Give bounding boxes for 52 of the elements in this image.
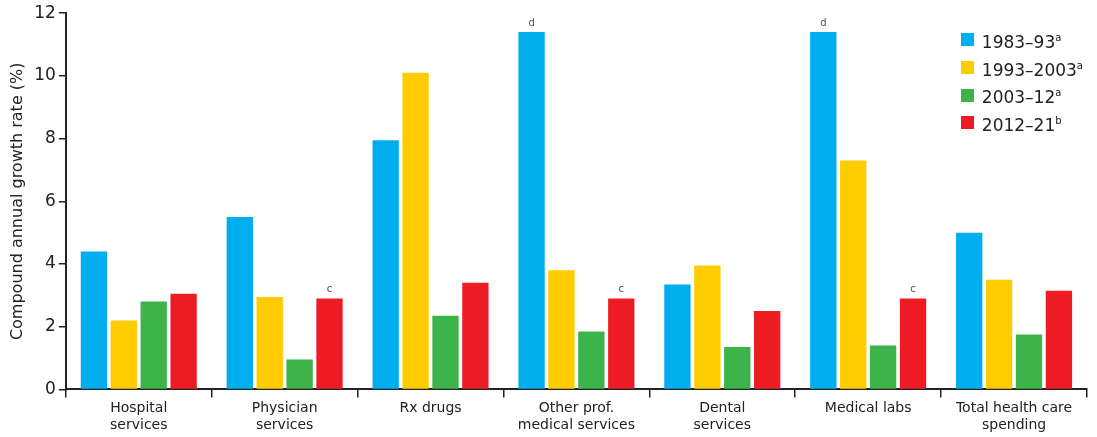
- y-tick-label: 4: [45, 252, 56, 273]
- legend-label: 1993–2003$^{a}$: [981, 58, 1083, 82]
- bar: [608, 298, 635, 389]
- bar: [316, 298, 343, 389]
- data-label: d: [528, 16, 535, 28]
- bar: [664, 284, 691, 389]
- data-label: d: [820, 16, 827, 28]
- bar: [462, 282, 489, 389]
- bar: [840, 160, 867, 389]
- legend-label: 2012–21$^{b}$: [981, 113, 1062, 137]
- data-label: c: [910, 283, 916, 295]
- bar: [372, 140, 399, 389]
- bar: [80, 251, 108, 389]
- y-tick-label: 8: [45, 127, 56, 148]
- data-label: c: [618, 283, 625, 295]
- y-tick-label: 6: [45, 189, 56, 210]
- y-tick-label: 12: [34, 1, 56, 22]
- bar: [286, 359, 313, 389]
- bar: [899, 298, 927, 389]
- bar: [869, 345, 897, 389]
- x-tick-label: Total health care spending: [954, 399, 1073, 433]
- y-tick-label: 0: [45, 377, 56, 398]
- bar: [432, 315, 459, 389]
- bar: [956, 232, 983, 389]
- bar: [754, 311, 781, 389]
- bar: [810, 32, 837, 389]
- bar: [1045, 290, 1073, 389]
- bar: [578, 331, 605, 389]
- legend-label: 2003–12$^{a}$: [981, 85, 1062, 109]
- bar: [170, 293, 197, 389]
- bar: [548, 270, 575, 389]
- bar: [518, 32, 545, 389]
- x-tick-label: Rx drugs: [399, 399, 462, 416]
- bar: [110, 320, 137, 389]
- bar: [724, 347, 751, 389]
- bar: [402, 72, 429, 389]
- bar: [985, 279, 1013, 389]
- y-tick-label: 10: [34, 64, 56, 85]
- x-tick-label: Physician services: [251, 399, 318, 433]
- x-tick-label: Medical labs: [824, 399, 912, 416]
- x-tick-label: Other prof. medical services: [517, 399, 635, 433]
- bar: [1015, 334, 1043, 389]
- x-tick-label: Hospital services: [110, 399, 168, 433]
- bar: [140, 301, 167, 389]
- bar: [256, 296, 283, 389]
- y-axis-title: Compound annual growth rate (%): [6, 62, 26, 341]
- data-label: c: [326, 283, 333, 295]
- y-tick-label: 2: [45, 315, 56, 336]
- legend-label: 1983–93$^{a}$: [981, 30, 1062, 54]
- bar: [694, 265, 721, 389]
- bar: [226, 216, 253, 389]
- x-tick-label: Dental services: [693, 399, 752, 433]
